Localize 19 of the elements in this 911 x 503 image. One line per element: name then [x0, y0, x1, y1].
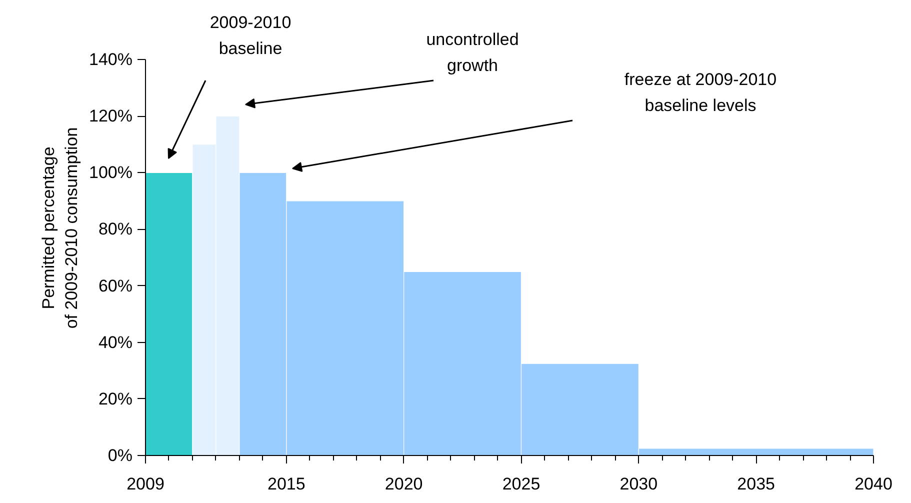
y-tick-label: 0% [108, 446, 133, 465]
x-tick-label: 2025 [502, 474, 540, 494]
x-tick-label: 2015 [267, 474, 306, 494]
x-tick-label: 2020 [384, 474, 423, 494]
x-tick-label: 2040 [854, 474, 892, 494]
y-tick-label: 140% [89, 50, 133, 69]
y-tick-label: 100% [89, 163, 133, 182]
x-tick-label: 2030 [620, 474, 658, 494]
y-tick-label: 80% [98, 220, 133, 239]
text: 2009-2010 baseline [210, 13, 292, 58]
annotation: freeze at 2009-2010 baseline levels [624, 70, 777, 115]
y-axis-title: Permitted percentage of 2009-2010 consumption [39, 127, 82, 329]
y-tick-label: 20% [98, 389, 133, 408]
x-tick-label: 2009 [126, 474, 164, 494]
annotation: uncontrolled growth [426, 30, 519, 75]
y-tick-label: 40% [98, 332, 133, 352]
y-tick-label: 60% [98, 276, 133, 296]
x-tick-label: 2035 [737, 474, 775, 494]
y-tick-label: 120% [89, 106, 133, 126]
